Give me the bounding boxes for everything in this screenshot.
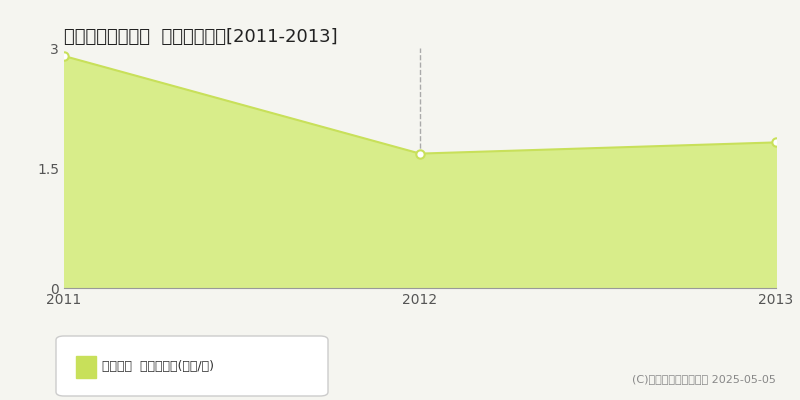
Text: 耶麻郡磐梯町赤枝  土地価格推移[2011-2013]: 耶麻郡磐梯町赤枝 土地価格推移[2011-2013]: [64, 28, 338, 46]
Text: 土地価格  平均坪単価(万円/坪): 土地価格 平均坪単価(万円/坪): [102, 360, 214, 372]
Text: (C)土地価格ドットコム 2025-05-05: (C)土地価格ドットコム 2025-05-05: [632, 374, 776, 384]
